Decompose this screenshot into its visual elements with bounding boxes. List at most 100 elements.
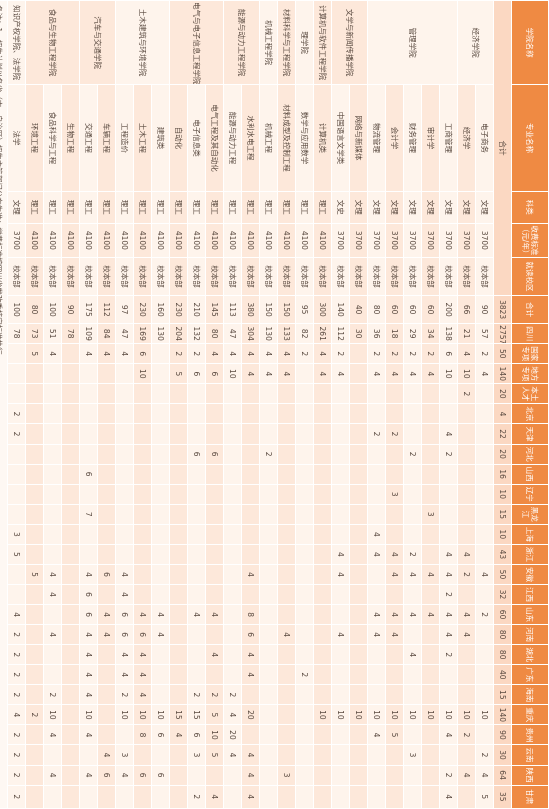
count-cell [421, 624, 440, 645]
count-cell: 4 [79, 765, 98, 786]
data-row: 工程造价 理工 4100 校本部 97 47 4 4 4 6 6 4 4 2 10 3 4 [115, 1, 134, 809]
major-cell: 车辆工程 [97, 84, 116, 192]
count-cell [61, 624, 80, 645]
count-cell: 4 [439, 564, 458, 585]
count-cell [475, 524, 494, 545]
count-cell: 4 [115, 584, 134, 605]
count-cell: 4 [43, 765, 62, 786]
header-cell: 广东 [511, 664, 549, 685]
count-cell: 2 [169, 343, 188, 364]
count-cell [241, 383, 260, 404]
count-cell: 80 [205, 323, 224, 344]
count-cell [313, 403, 332, 424]
data-row: 物流管理 文理 3700 校本部 80 36 2 4 2 4 4 4 4 10 4 [367, 1, 386, 809]
count-cell [349, 464, 368, 485]
count-cell [133, 383, 152, 404]
fee-cell: 4100 [79, 223, 98, 258]
count-cell [457, 403, 476, 424]
campus-cell: 校本部 [439, 257, 458, 296]
count-cell: 2 [385, 423, 404, 445]
count-cell: 80 [367, 295, 386, 324]
count-cell: 4 [43, 343, 62, 364]
count-cell: 4 [457, 544, 476, 565]
count-cell: 2 [7, 724, 26, 745]
count-cell [439, 664, 458, 685]
count-cell [97, 464, 116, 485]
count-cell [457, 684, 476, 705]
count-cell [421, 444, 440, 465]
count-cell [277, 444, 296, 465]
count-cell [349, 423, 368, 445]
count-cell: 4 [385, 363, 404, 384]
count-cell [43, 504, 62, 525]
count-cell [259, 484, 278, 505]
major-cell: 数学与应用数学 [295, 84, 314, 192]
count-cell [187, 564, 206, 585]
count-cell [187, 765, 206, 786]
data-row: 环境工程 理工 4100 校本部 80 73 5 5 2 [25, 1, 44, 809]
header-cell: 山东 [511, 604, 549, 625]
count-cell: 4 [223, 343, 242, 364]
count-cell: 2 [223, 684, 242, 705]
count-cell: 4 [241, 765, 260, 786]
count-cell [385, 504, 404, 525]
data-row: 土木工程 理工 4100 校本部 230 169 6 10 4 6 4 4 4 10 8 6 [133, 1, 152, 809]
count-cell [331, 484, 350, 505]
count-cell [349, 524, 368, 545]
count-cell [313, 464, 332, 485]
count-cell: 7 [79, 504, 98, 525]
data-row: 食品与生物工程学院 生物工程 理工 4100 校本部 90 78 [25, 0, 80, 809]
count-cell [169, 444, 188, 465]
fee-cell: 3700 [331, 223, 350, 258]
count-cell [61, 604, 80, 625]
count-cell [331, 383, 350, 404]
count-cell [349, 724, 368, 745]
count-cell: 2 [439, 444, 458, 465]
count-cell: 20 [241, 704, 260, 725]
fee-cell: 3700 [385, 223, 404, 258]
count-cell [259, 644, 278, 665]
count-cell: 4 [421, 604, 440, 625]
fee-cell: 3700 [439, 223, 458, 258]
count-cell [367, 464, 386, 485]
count-cell [115, 423, 134, 445]
count-cell [367, 744, 386, 766]
count-cell [385, 464, 404, 485]
fee-cell: 3700 [421, 223, 440, 258]
count-cell: 2 [25, 704, 44, 725]
count-cell [313, 423, 332, 445]
count-cell [187, 403, 206, 424]
count-cell [133, 785, 152, 809]
data-row: 交通工程 理工 4100 校本部 175 109 4 6 7 4 6 6 4 4 4 4 10 4 4 [79, 1, 98, 809]
data-row: 经济学院 电子商务 文理 3700 校本部 90 57 2 4 4 2 10 2 4 5 [457, 0, 494, 809]
count-cell [421, 744, 440, 766]
count-cell: 380 [241, 295, 260, 324]
count-cell: 2 [331, 343, 350, 364]
college-cell: 知识产权学院、法学院 [7, 0, 26, 85]
count-cell [385, 765, 404, 786]
data-row: 财务管理 文理 3700 校本部 60 29 2 4 2 2 4 4 4 10 3 [403, 1, 422, 809]
fee-cell: 4100 [241, 223, 260, 258]
count-cell [79, 423, 98, 445]
count-cell [43, 524, 62, 545]
count-cell: 4 [133, 664, 152, 685]
count-cell [187, 584, 206, 605]
count-cell [151, 363, 170, 384]
count-cell: 6 [187, 724, 206, 745]
count-cell [331, 584, 350, 605]
count-cell [331, 744, 350, 766]
count-cell: 4 [385, 564, 404, 585]
count-cell [295, 403, 314, 424]
fee-cell: 4100 [43, 223, 62, 258]
count-cell: 47 [223, 323, 242, 344]
header-cell: 合计 [511, 295, 549, 324]
count-cell [97, 444, 116, 465]
major-cell: 工商管理 [439, 84, 458, 192]
count-cell [61, 484, 80, 505]
count-cell: 4 [97, 744, 116, 766]
count-cell: 6 [187, 444, 206, 465]
count-cell: 4 [403, 644, 422, 665]
count-cell: 4 [169, 724, 188, 745]
count-cell: 10 [457, 363, 476, 384]
count-cell [79, 785, 98, 809]
